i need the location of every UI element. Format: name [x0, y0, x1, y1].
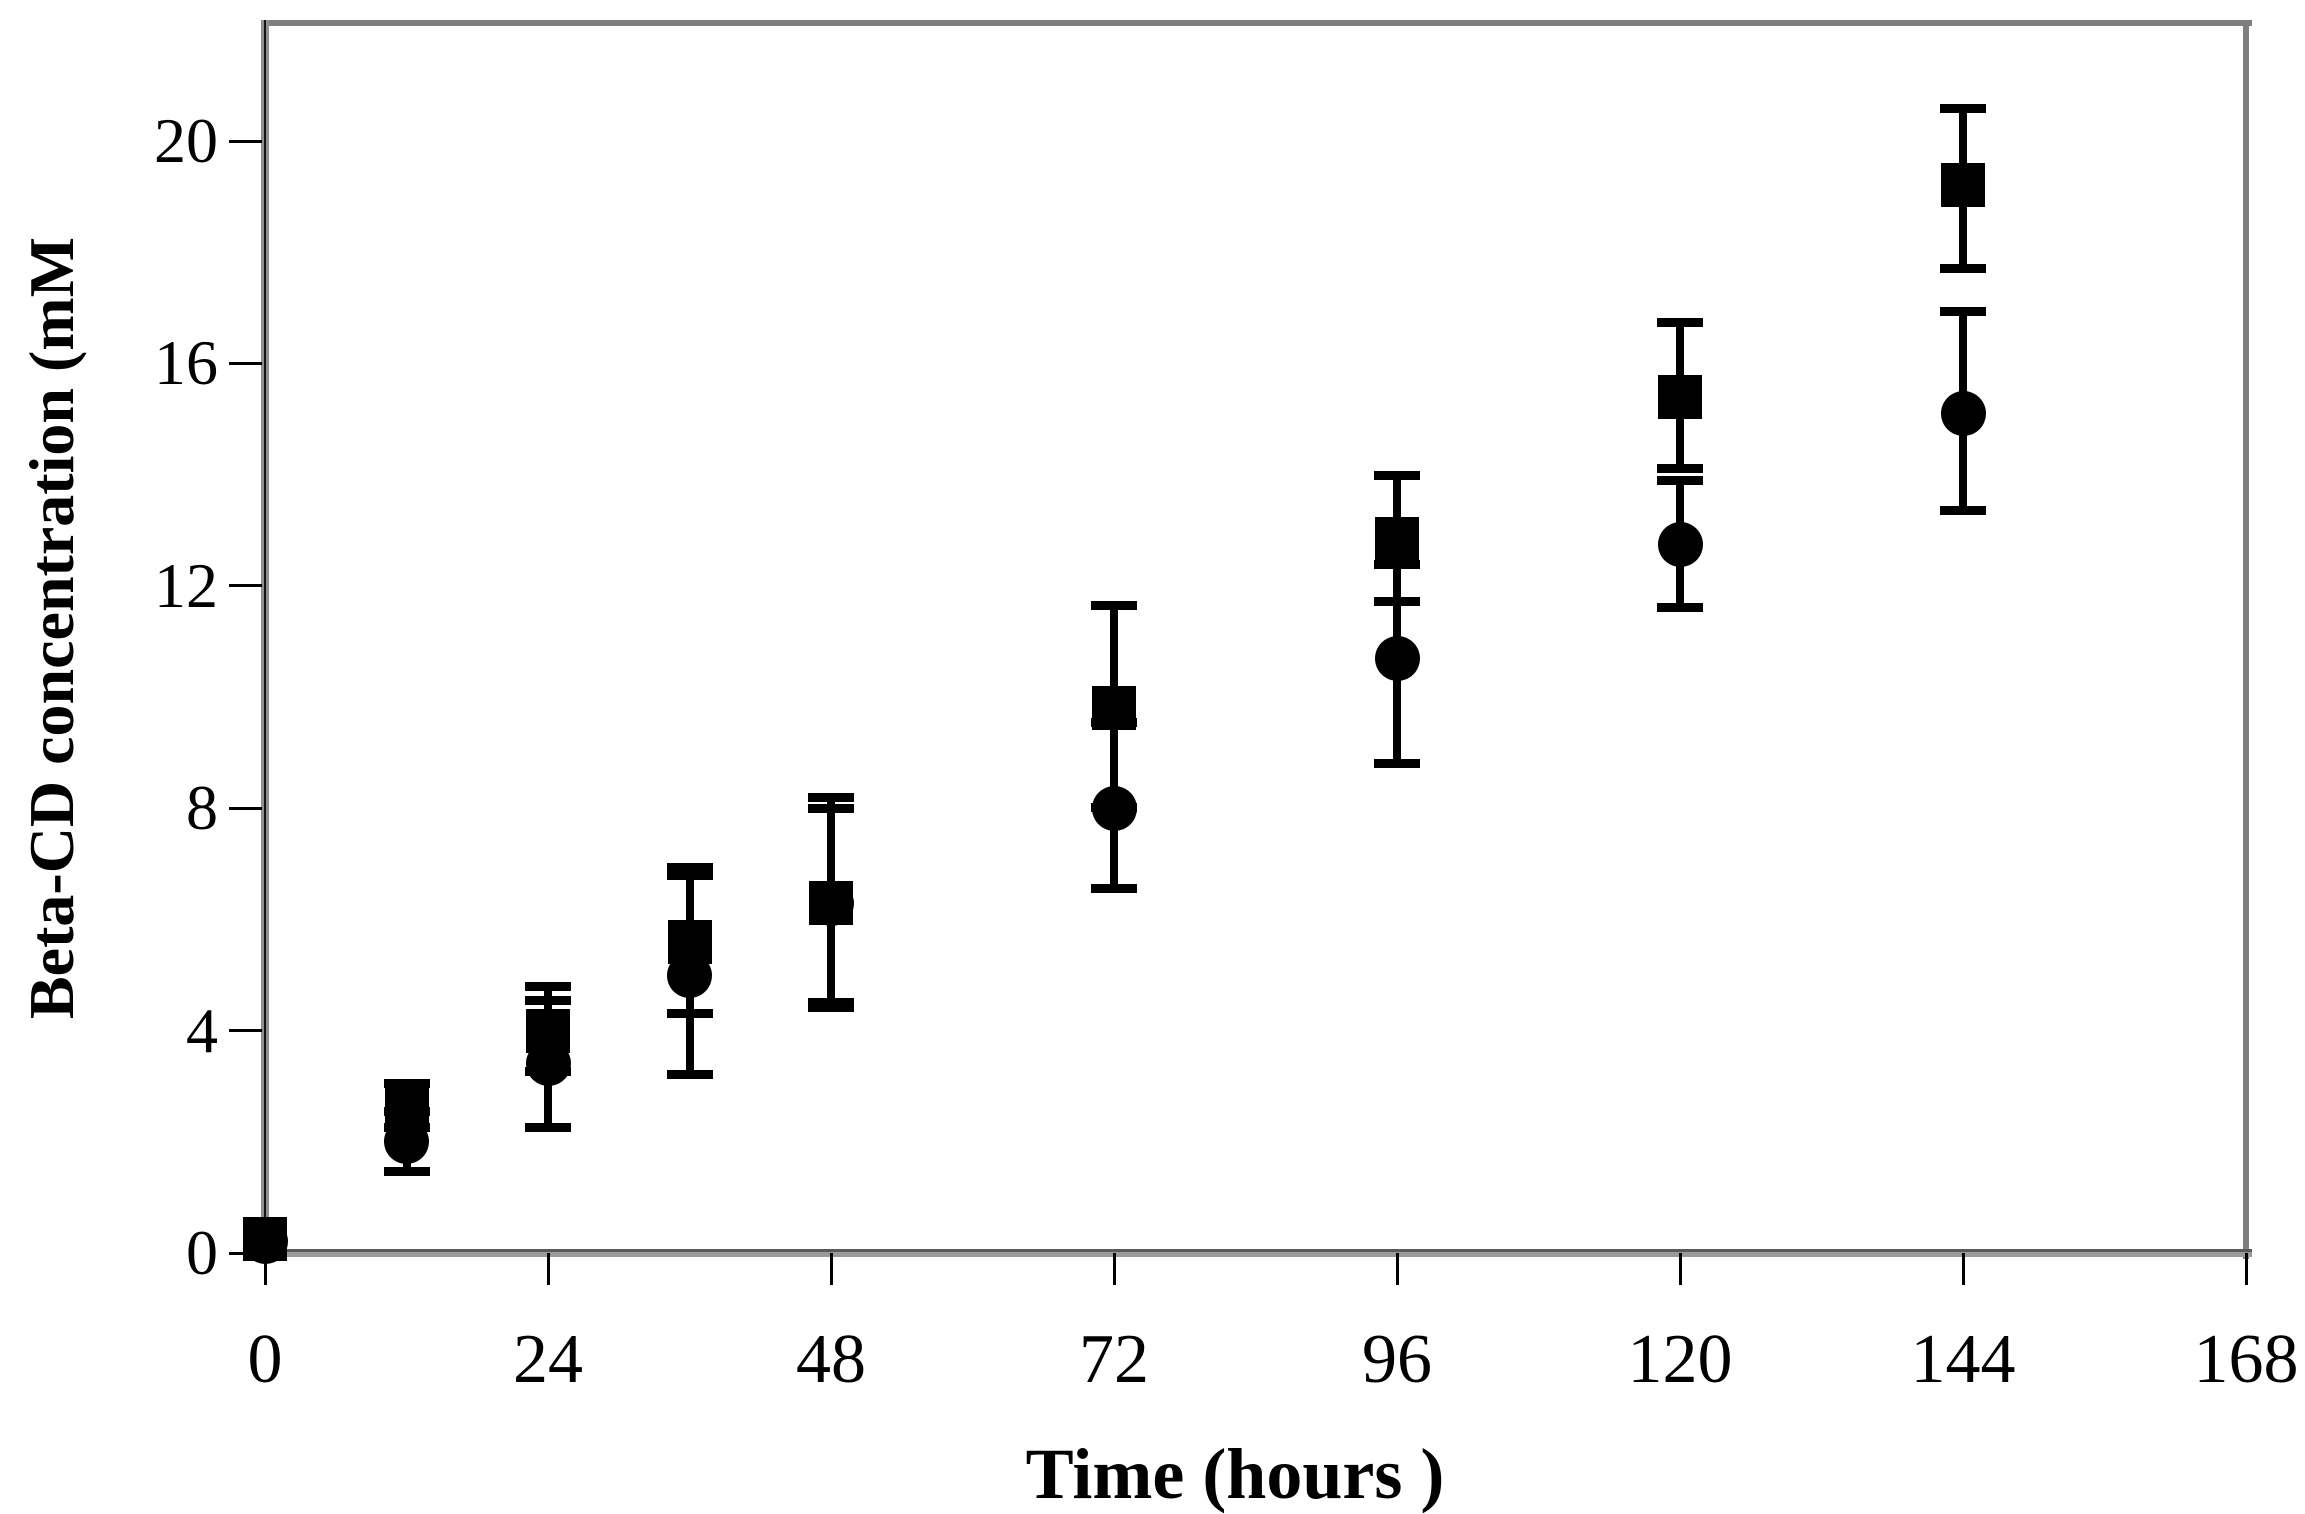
- error-bar-cap-bottom: [1940, 263, 1986, 273]
- x-axis-tick: [546, 1253, 550, 1285]
- x-axis-tick-label: 72: [1079, 1321, 1149, 1398]
- y-axis-tick: [229, 806, 262, 810]
- error-bar-cap-bottom: [383, 1167, 430, 1177]
- x-axis-tick: [2244, 1253, 2248, 1285]
- data-point-square: [1658, 374, 1702, 419]
- data-point-circle: [1374, 635, 1420, 681]
- x-axis-tick-label: 96: [1362, 1321, 1432, 1398]
- error-bar-cap-bottom: [1374, 597, 1420, 607]
- error-bar-cap-top: [383, 1079, 430, 1089]
- x-axis-tick-label: 168: [2193, 1321, 2299, 1398]
- error-bar-cap-top: [1374, 470, 1420, 480]
- x-axis-tick-label: 0: [247, 1321, 283, 1398]
- error-bar-cap-top: [666, 862, 713, 872]
- x-axis-tick: [263, 1253, 267, 1285]
- error-bar-cap-bottom: [808, 1003, 854, 1013]
- error-bar-cap-bottom: [525, 1067, 571, 1077]
- error-bar-cap-bottom: [1091, 803, 1137, 813]
- x-axis-title: Time (hours ): [1025, 1434, 1445, 1514]
- y-axis-tick-label: 0: [186, 1217, 218, 1288]
- x-axis-tick: [1112, 1253, 1116, 1285]
- error-bar-cap-bottom: [1940, 505, 1986, 515]
- x-axis-tick: [1395, 1253, 1399, 1285]
- error-bar-cap-bottom: [1091, 883, 1137, 893]
- x-axis-line: [261, 1249, 2252, 1257]
- x-axis-tick-label: 48: [796, 1321, 866, 1398]
- data-point-square: [384, 1086, 429, 1131]
- data-point-square: [667, 919, 712, 964]
- error-bar-cap-top: [1940, 103, 1986, 113]
- error-bar-cap-bottom: [1657, 464, 1703, 474]
- error-bar-cap-top: [1657, 476, 1703, 486]
- x-axis-tick-label: 24: [513, 1321, 583, 1398]
- y-axis-tick-label: 20: [154, 105, 218, 176]
- data-point-circle: [1940, 390, 1986, 436]
- y-axis-tick-label: 12: [154, 549, 218, 621]
- error-bar-cap-top: [1940, 306, 1986, 316]
- error-bar-cap-bottom: [666, 1070, 713, 1080]
- y-axis-tick-label: 16: [154, 327, 218, 399]
- y-axis-tick-label: 8: [186, 772, 218, 844]
- y-axis-tick: [229, 584, 262, 588]
- error-bar-cap-bottom: [1657, 603, 1703, 613]
- error-bar-cap-top: [525, 982, 571, 992]
- error-bar-cap-bottom: [666, 1008, 713, 1018]
- x-axis-tick-label: 144: [1910, 1321, 2016, 1398]
- plot-border-right: [2243, 20, 2249, 1259]
- x-axis-tick: [1961, 1253, 1965, 1285]
- error-bar-cap-top: [1091, 601, 1137, 611]
- y-axis-tick: [229, 1029, 262, 1033]
- x-axis-tick-label: 120: [1627, 1321, 1733, 1398]
- x-axis-tick: [1678, 1253, 1682, 1285]
- y-axis-tick: [229, 139, 262, 143]
- error-bar-cap-bottom: [1374, 758, 1420, 768]
- data-point-square: [1941, 163, 1985, 208]
- y-axis-tick: [229, 361, 262, 365]
- x-axis-tick: [829, 1253, 833, 1285]
- y-axis-line: [261, 20, 269, 1256]
- error-bar-cap-top: [808, 793, 854, 803]
- error-bar-cap-top: [1657, 317, 1703, 327]
- data-point-square: [809, 880, 853, 925]
- data-point-square: [526, 1008, 570, 1053]
- plot-border-top: [262, 20, 2252, 26]
- data-point-square: [243, 1217, 287, 1262]
- y-axis-tick-label: 4: [186, 994, 218, 1066]
- data-point-square: [1092, 686, 1136, 731]
- error-bar-cap-bottom: [525, 1122, 571, 1132]
- data-point-square: [1375, 516, 1419, 561]
- data-point-circle: [1657, 521, 1703, 567]
